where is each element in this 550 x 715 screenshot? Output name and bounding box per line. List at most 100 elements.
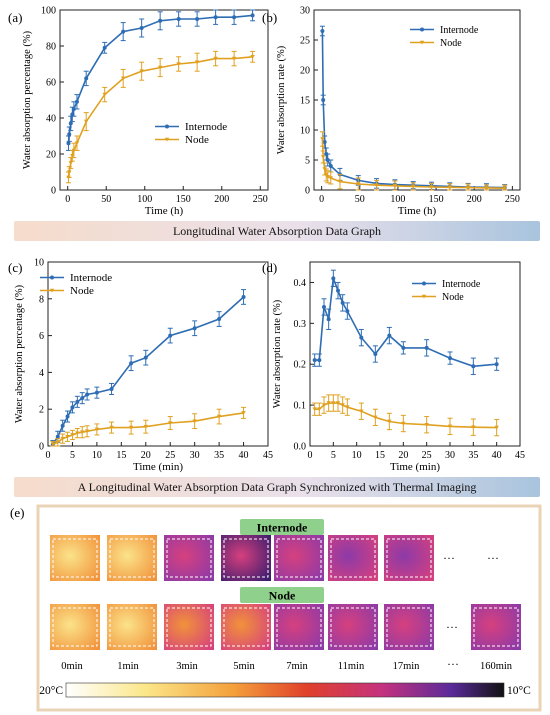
- data-point: [312, 358, 317, 363]
- data-point: [128, 425, 134, 430]
- legend-label: Node: [185, 134, 209, 146]
- data-point: [94, 390, 99, 395]
- data-point: [325, 158, 330, 162]
- legend-marker: [50, 275, 54, 280]
- x-tick-label: 150: [176, 194, 191, 205]
- series-line: [67, 56, 253, 178]
- y-tick-label: 15: [300, 96, 310, 107]
- thermal-image: [50, 604, 100, 650]
- y-tick-label: 0: [51, 186, 56, 197]
- data-point: [70, 112, 75, 117]
- node-label: Node: [269, 589, 296, 603]
- data-point: [494, 362, 499, 367]
- thermal-roi: [473, 607, 519, 647]
- data-point: [217, 317, 222, 322]
- data-point: [410, 184, 416, 189]
- time-label: 1min: [117, 661, 139, 672]
- data-point: [71, 148, 77, 153]
- data-point: [322, 140, 327, 144]
- data-point: [70, 405, 75, 410]
- thermal-roi: [166, 538, 212, 578]
- data-point: [331, 401, 336, 406]
- data-point: [50, 442, 56, 447]
- data-point: [322, 304, 326, 309]
- data-point: [67, 132, 72, 137]
- banner-top: Longitudinal Water Absorption Data Graph: [14, 221, 540, 241]
- legend-label: Internode: [440, 25, 479, 36]
- series-line: [314, 402, 497, 429]
- data-point: [484, 186, 489, 190]
- data-point: [250, 55, 255, 59]
- thermal-image: [384, 535, 434, 581]
- time-label: 11min: [338, 661, 365, 672]
- data-point: [102, 45, 107, 50]
- data-point: [250, 13, 255, 18]
- y-tick-label: 0.4: [294, 278, 307, 289]
- time-label: 3min: [176, 661, 198, 672]
- thermal-roi: [52, 538, 98, 578]
- x-axis-label: Time (h): [145, 205, 184, 217]
- data-point: [465, 185, 471, 190]
- thermal-roi: [223, 538, 269, 578]
- x-axis-label: Time (min): [390, 461, 440, 473]
- time-label: 160min: [480, 661, 513, 672]
- x-tick-label: 35: [468, 450, 478, 461]
- data-point: [121, 29, 126, 34]
- banner-top-text: Longitudinal Water Absorption Data Graph: [172, 224, 382, 238]
- y-tick-label: 60: [46, 78, 56, 89]
- y-tick-label: 80: [46, 42, 56, 53]
- x-tick-label: 25: [165, 450, 175, 461]
- thermal-image: [164, 604, 214, 650]
- thermal-roi: [109, 538, 155, 578]
- legend-marker: [421, 294, 427, 299]
- data-point: [176, 62, 181, 66]
- x-tick-label: 5: [70, 450, 75, 461]
- data-point: [194, 60, 200, 65]
- x-tick-label: 35: [214, 450, 224, 461]
- thermal-image: [328, 535, 378, 581]
- ellipsis: ···: [487, 551, 499, 565]
- node-label-bg: [240, 587, 324, 603]
- series-internode: Internode: [312, 269, 500, 375]
- legend-marker: [164, 137, 170, 142]
- thermal-image: [221, 535, 271, 581]
- x-tick-label: 100: [137, 194, 152, 205]
- data-point: [80, 430, 85, 435]
- data-point: [83, 119, 89, 124]
- x-tick-label: 200: [214, 194, 229, 205]
- x-tick-label: 15: [375, 450, 385, 461]
- data-point: [345, 405, 350, 410]
- thermal-roi: [330, 538, 376, 578]
- data-point: [331, 276, 336, 281]
- time-label: 7min: [286, 661, 308, 672]
- y-tick-label: 0.3: [294, 319, 307, 330]
- legend-label: Node: [70, 285, 94, 297]
- panel-label: (c): [8, 260, 22, 275]
- data-point: [55, 434, 60, 439]
- data-point: [387, 419, 392, 424]
- legend-marker: [165, 124, 169, 129]
- x-tick-label: 20: [141, 450, 151, 461]
- x-tick-label: 5: [331, 450, 336, 461]
- legend-label: Internode: [70, 272, 112, 284]
- panel-label: (e): [10, 505, 24, 520]
- data-point: [401, 421, 406, 426]
- data-point: [429, 185, 434, 189]
- data-point: [75, 431, 80, 436]
- panel-label: (a): [8, 10, 22, 25]
- data-point: [359, 335, 364, 340]
- data-point: [401, 345, 406, 350]
- x-tick-label: 50: [101, 194, 111, 205]
- thermal-roi: [276, 607, 322, 647]
- data-point: [195, 17, 200, 21]
- data-point: [345, 309, 350, 314]
- legend-marker: [419, 40, 425, 45]
- x-tick-label: 0: [308, 450, 313, 461]
- data-point: [337, 179, 343, 184]
- legend-marker: [422, 281, 426, 286]
- thermal-image: [50, 535, 100, 581]
- series-node: Node: [65, 50, 256, 184]
- data-point: [312, 407, 317, 412]
- scale-hot-label: 20°C: [39, 685, 63, 697]
